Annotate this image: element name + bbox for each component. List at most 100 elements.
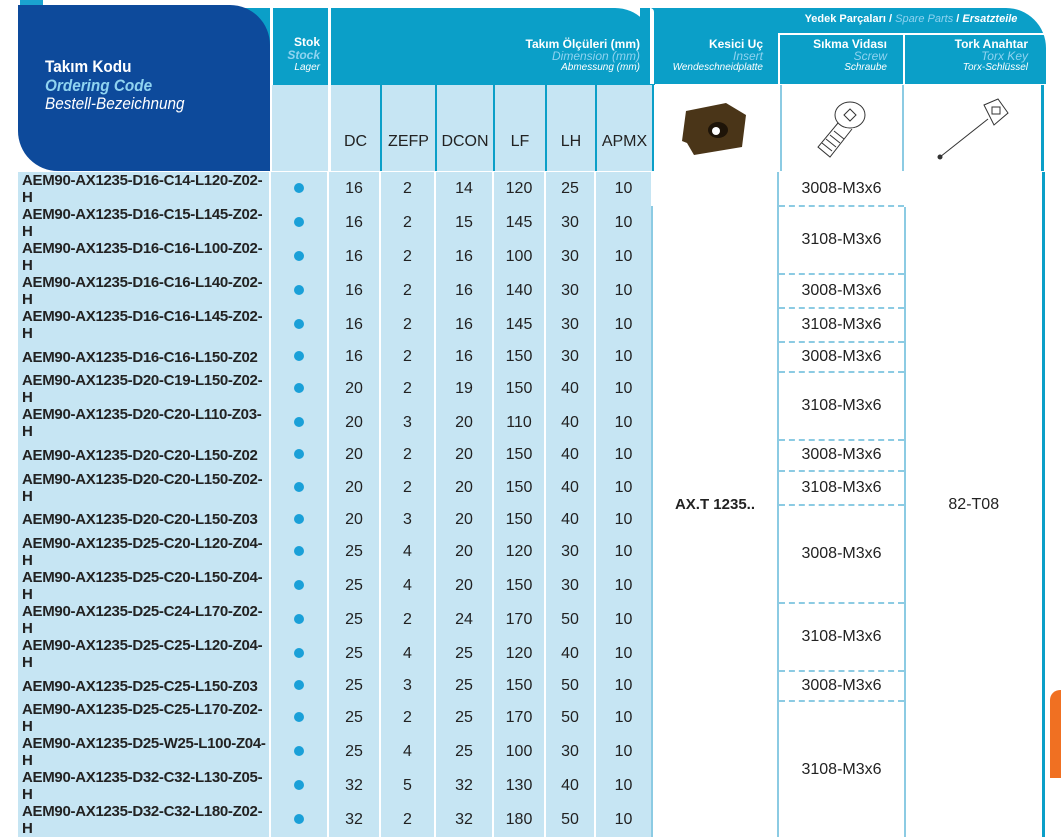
screw-value: 3108-M3x6 (778, 206, 906, 275)
cell-dc: 16 (328, 240, 381, 274)
stock-dot-icon (294, 712, 304, 723)
stock-dot-icon (294, 613, 304, 624)
screw-value: 3108-M3x6 (778, 701, 906, 837)
ordering-code: AEM90-AX1235-D25-C25-L170-Z02-H (18, 701, 271, 736)
table-row: AEM90-AX1235-D25-C24-L170-Z02-H 25 2 24 170 5… (18, 602, 1043, 672)
cell-lh: 50 (545, 602, 596, 637)
ordering-code: AEM90-AX1235-D16-C16-L145-Z02-H (18, 308, 271, 342)
col-apmx: APMX (597, 85, 652, 171)
cell-dc: 25 (328, 602, 381, 637)
stock-cell (270, 406, 329, 441)
cell-dcon: 20 (435, 406, 494, 441)
product-table: AEM90-AX1235-D16-C14-L120-Z02-H 16 2 14 120 2… (18, 172, 1045, 837)
cell-lf: 145 (493, 206, 546, 240)
cell-zefp: 4 (380, 568, 436, 603)
stock-cell (270, 372, 329, 407)
ordering-code-de: Bestell-Bezeichnung (45, 94, 185, 113)
cell-zefp: 3 (380, 670, 436, 702)
cell-lf: 150 (493, 504, 546, 535)
stock-cell (270, 769, 329, 804)
key-value: 82-T08 (904, 172, 1045, 837)
stock-cell (270, 342, 329, 373)
stock-dot-icon (294, 780, 304, 791)
cell-apmx: 10 (595, 308, 653, 342)
col-zefp: ZEFP (382, 85, 435, 171)
header-sep (650, 8, 654, 84)
cell-zefp: 3 (380, 406, 436, 441)
ordering-code: AEM90-AX1235-D16-C16-L140-Z02-H (18, 274, 271, 308)
cell-lh: 50 (545, 701, 596, 736)
cell-zefp: 4 (380, 636, 436, 671)
screw-value: 3008-M3x6 (778, 670, 906, 703)
table-row: AEM90-AX1235-D16-C16-L145-Z02-H 16 2 16 145 3… (18, 308, 1043, 343)
stock-subheader (272, 85, 328, 171)
ordering-code: AEM90-AX1235-D20-C20-L150-Z03 (18, 504, 271, 535)
table-row: AEM90-AX1235-D25-W25-L100-Z04-H 25 4 25 100 3… (18, 735, 1043, 770)
table-row: AEM90-AX1235-D20-C20-L150-Z03 20 3 20 150 40 1… (18, 504, 1043, 604)
cell-dcon: 24 (435, 602, 494, 637)
insert-image (654, 85, 778, 171)
cell-apmx: 10 (595, 172, 653, 206)
cell-dc: 25 (328, 701, 381, 736)
cell-lf: 100 (493, 240, 546, 274)
stock-cell (270, 470, 329, 505)
stock-header: Stok Stock Lager (287, 35, 320, 74)
cell-dcon: 25 (435, 735, 494, 770)
stock-cell (270, 735, 329, 770)
cell-lh: 50 (545, 803, 596, 837)
table-row: AEM90-AX1235-D16-C15-L145-Z02-H 16 2 15 145 3… (18, 206, 1043, 275)
cell-zefp: 4 (380, 735, 436, 770)
cell-dcon: 25 (435, 701, 494, 736)
ordering-code: AEM90-AX1235-D25-C25-L120-Z04-H (18, 636, 271, 671)
cell-dc: 32 (328, 769, 381, 804)
cell-dcon: 20 (435, 534, 494, 569)
stock-cell (270, 308, 329, 342)
cell-dcon: 25 (435, 670, 494, 702)
cell-lh: 30 (545, 342, 596, 373)
cell-zefp: 2 (380, 602, 436, 637)
ordering-code-header: Takım Kodu Ordering Code Bestell-Bezeich… (18, 5, 270, 171)
stock-dot-icon (294, 513, 304, 524)
spare-parts-header: Yedek Parçaları / Spare Parts / Ersatzte… (804, 13, 1018, 25)
cell-lh: 30 (545, 568, 596, 603)
ordering-code: AEM90-AX1235-D25-C20-L150-Z04-H (18, 568, 271, 603)
cell-lh: 40 (545, 372, 596, 407)
cell-lf: 150 (493, 670, 546, 702)
cell-zefp: 2 (380, 172, 436, 206)
ordering-code: AEM90-AX1235-D16-C14-L120-Z02-H (18, 172, 271, 206)
cell-apmx: 10 (595, 534, 653, 569)
screw-value: 3108-M3x6 (778, 602, 906, 672)
cell-dc: 16 (328, 172, 381, 206)
cell-lh: 30 (545, 308, 596, 342)
stock-cell (270, 172, 329, 206)
ordering-code: AEM90-AX1235-D20-C20-L110-Z03-H (18, 406, 271, 441)
cell-dcon: 20 (435, 440, 494, 471)
ordering-code: AEM90-AX1235-D25-C24-L170-Z02-H (18, 602, 271, 637)
cell-apmx: 10 (595, 240, 653, 274)
cell-lf: 150 (493, 470, 546, 505)
stock-cell (270, 670, 329, 702)
table-row: AEM90-AX1235-D20-C19-L150-Z02-H 20 2 19 150 4… (18, 372, 1043, 442)
ordering-code: AEM90-AX1235-D25-W25-L100-Z04-H (18, 735, 271, 770)
stock-cell (270, 206, 329, 240)
stock-dot-icon (294, 351, 304, 362)
cell-dcon: 19 (435, 372, 494, 407)
page-tab-marker (1050, 690, 1061, 778)
table-row: AEM90-AX1235-D25-C25-L170-Z02-H 25 2 25 170 5… (18, 701, 1043, 837)
cell-lf: 170 (493, 602, 546, 637)
cell-dc: 32 (328, 803, 381, 837)
cell-zefp: 5 (380, 769, 436, 804)
table-row: AEM90-AX1235-D16-C16-L150-Z02 16 2 16 150 30 1… (18, 342, 1043, 374)
ordering-code-en: Ordering Code (45, 76, 153, 95)
ordering-code-tr: Takım Kodu (45, 57, 132, 76)
stock-cell (270, 803, 329, 837)
cell-zefp: 3 (380, 504, 436, 535)
table-row: AEM90-AX1235-D16-C16-L100-Z02-H 16 2 16 100 3… (18, 240, 1043, 274)
stock-dot-icon (294, 383, 304, 394)
cell-dcon: 32 (435, 803, 494, 837)
cell-dc: 20 (328, 372, 381, 407)
cell-zefp: 2 (380, 803, 436, 837)
table-row: AEM90-AX1235-D25-C25-L120-Z04-H 25 4 25 120 4… (18, 636, 1043, 671)
cell-lf: 170 (493, 701, 546, 736)
cell-lf: 140 (493, 274, 546, 308)
